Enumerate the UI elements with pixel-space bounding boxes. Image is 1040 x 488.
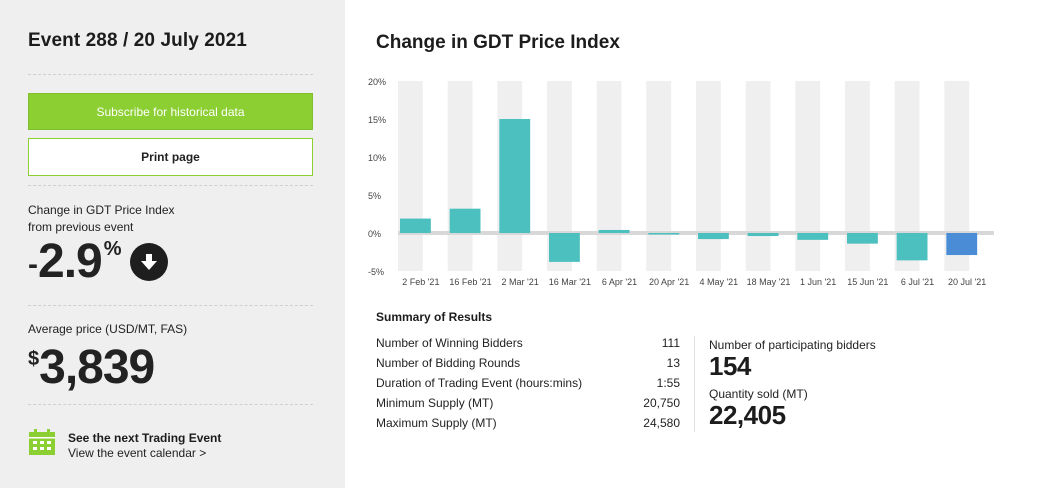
x-tick-label: 16 Mar '21: [549, 277, 591, 287]
chart-title: Change in GDT Price Index: [376, 32, 620, 53]
stat-label: Duration of Trading Event (hours:mins): [376, 376, 583, 390]
stat-value: 111: [661, 336, 680, 350]
divider: [28, 74, 313, 75]
chart-band: [398, 81, 423, 271]
quantity-sold-value: 22,405: [709, 400, 786, 430]
x-tick-label: 4 May '21: [699, 277, 738, 287]
chart-bar: [946, 233, 978, 256]
stat-row: Duration of Trading Event (hours:mins) 1…: [376, 375, 680, 395]
price-value: 3,839: [39, 341, 155, 394]
chart-bar: [499, 119, 531, 233]
x-tick-label: 20 Jul '21: [948, 277, 986, 287]
x-tick-label: 6 Jul '21: [901, 277, 934, 287]
y-tick-label: 10%: [368, 153, 386, 163]
x-tick-label: 16 Feb '21: [449, 277, 491, 287]
chart-bar: [598, 229, 630, 233]
chart-bar: [549, 233, 580, 262]
change-value: 2.9: [38, 235, 103, 288]
y-tick-label: -5%: [368, 267, 384, 277]
chart-band: [696, 81, 721, 271]
divider: [28, 185, 313, 186]
chart-band: [646, 81, 672, 271]
subscribe-button[interactable]: Subscribe for historical data: [28, 93, 313, 130]
stat-row: Number of Bidding Rounds 13: [376, 355, 680, 375]
divider: [28, 404, 313, 405]
price-index-chart: 20% 15% 10% 5% 0% -5% 2 Feb '21 16 Feb '21 2 Mar…: [368, 77, 994, 287]
chart-bar: [847, 233, 878, 244]
price-index-change: - 2.9 %: [28, 234, 168, 290]
price-currency: $: [28, 348, 40, 370]
stat-value: 24,580: [643, 416, 680, 430]
stat-row: Maximum Supply (MT) 24,580: [376, 415, 680, 435]
x-tick-label: 1 Jun '21: [800, 277, 836, 287]
avg-price-label: Average price (USD/MT, FAS): [28, 322, 188, 336]
y-tick-label: 5%: [368, 191, 381, 201]
y-tick-label: 20%: [368, 77, 386, 87]
calendar-icon[interactable]: [28, 428, 56, 456]
participating-bidders-value: 154: [709, 351, 751, 381]
change-label-line2: from previous event: [28, 220, 134, 234]
change-label: Change in GDT Price Index from previous …: [28, 202, 175, 236]
chart-bar: [797, 233, 829, 240]
y-tick-label: 15%: [368, 115, 386, 125]
chart-band: [745, 81, 771, 271]
quantity-sold-label: Quantity sold (MT): [709, 387, 808, 401]
divider: [28, 305, 313, 306]
x-tick-label: 20 Apr '21: [649, 277, 689, 287]
change-sign: -: [28, 248, 38, 281]
participating-bidders-label: Number of participating bidders: [709, 338, 876, 352]
next-event-title: See the next Trading Event: [68, 431, 222, 445]
stat-row: Number of Winning Bidders 111: [376, 335, 680, 355]
x-tick-label: 15 Jun '21: [847, 277, 888, 287]
stat-value: 20,750: [643, 396, 680, 410]
event-calendar-link[interactable]: View the event calendar >: [68, 446, 207, 460]
stat-value: 1:55: [656, 376, 680, 390]
change-label-line1: Change in GDT Price Index: [28, 203, 175, 217]
stat-label: Number of Bidding Rounds: [376, 356, 521, 370]
print-button[interactable]: Print page: [28, 138, 313, 176]
chart-band: [795, 81, 821, 271]
change-unit: %: [103, 238, 122, 260]
summary-title: Summary of Results: [376, 310, 493, 324]
chart-band: [447, 81, 473, 271]
arrow-down-circle-icon: [129, 243, 168, 281]
sidebar: Event 288 / 20 July 2021 Subscribe for h…: [0, 0, 345, 488]
x-tick-label: 2 Mar '21: [502, 277, 539, 287]
stat-label: Maximum Supply (MT): [376, 416, 497, 430]
event-title: Event 288 / 20 July 2021: [28, 30, 247, 51]
chart-bar: [698, 233, 729, 240]
chart-bar: [896, 233, 928, 261]
x-tick-label: 18 May '21: [747, 277, 791, 287]
chart-bar: [747, 233, 779, 237]
chart-band: [596, 81, 622, 271]
chart-bar: [449, 208, 481, 233]
x-tick-label: 2 Feb '21: [402, 277, 439, 287]
y-tick-label: 0%: [368, 229, 381, 239]
stat-row: Minimum Supply (MT) 20,750: [376, 395, 680, 415]
chart-bar: [400, 218, 431, 233]
x-tick-label: 6 Apr '21: [602, 277, 637, 287]
stat-label: Number of Winning Bidders: [376, 336, 523, 350]
chart-bar: [648, 233, 680, 235]
summary-stats: Number of Winning Bidders 111 Number of …: [376, 335, 680, 435]
average-price: $ 3,839: [28, 340, 155, 396]
column-separator: [694, 336, 695, 432]
stat-value: 13: [666, 356, 680, 370]
stat-label: Minimum Supply (MT): [376, 396, 494, 410]
